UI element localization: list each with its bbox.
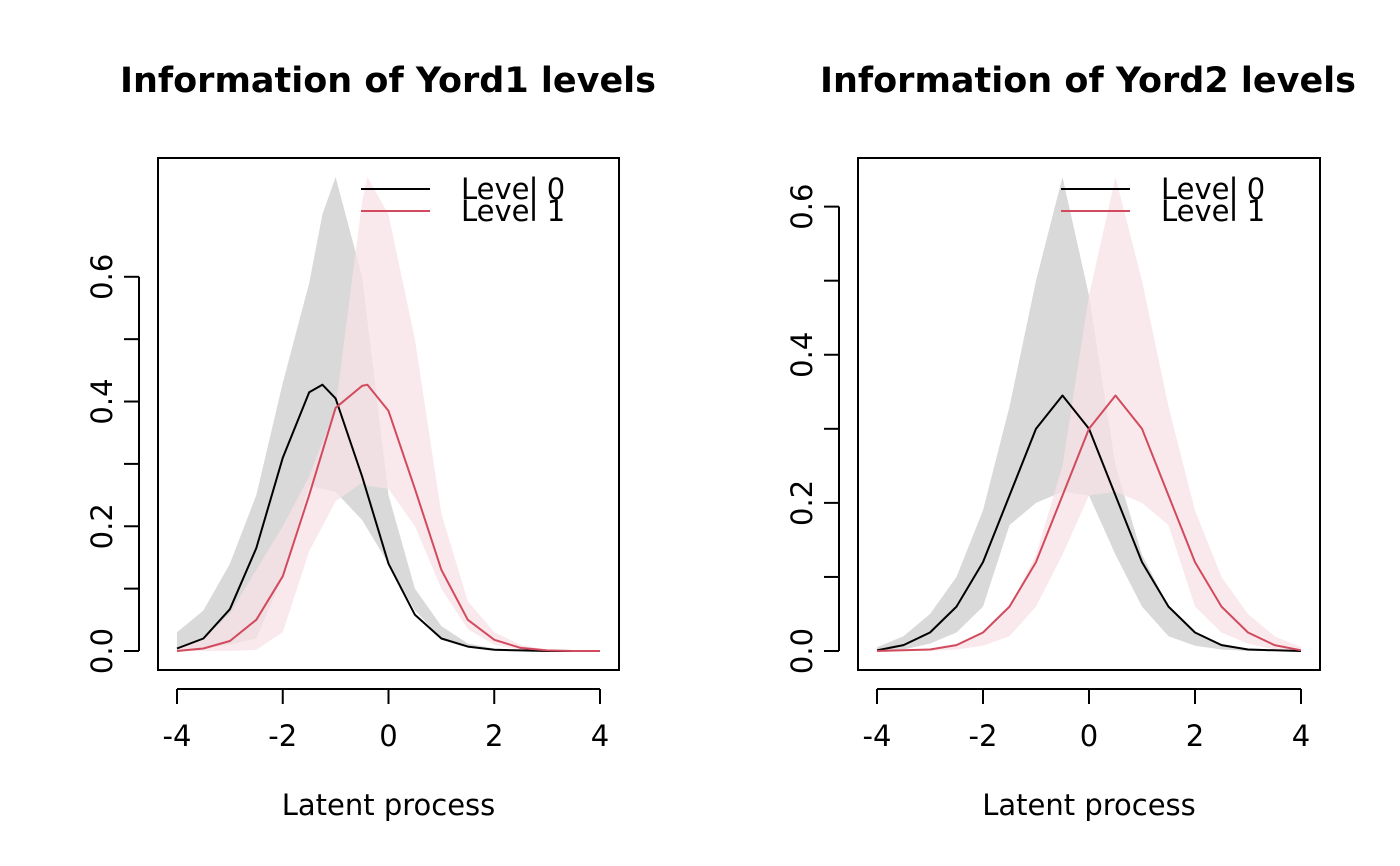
x-axis-title: Latent process <box>282 788 496 822</box>
plot-frame <box>857 157 1321 671</box>
x-axis: -4 -2 0 2 4 <box>163 688 609 753</box>
legend-label: Level 1 <box>461 194 565 228</box>
x-tick-label: 0 <box>379 719 397 753</box>
x-tick-label: -4 <box>863 719 892 753</box>
y-tick-label: 0.6 <box>785 184 819 230</box>
y-tick-label: 0.2 <box>85 503 119 549</box>
plot-frame <box>157 157 620 671</box>
series-line-level-1 <box>876 394 1302 652</box>
x-tick-label: -2 <box>268 719 297 753</box>
y-tick-label: 0.2 <box>785 480 819 526</box>
series-line-level-1 <box>176 383 600 652</box>
x-tick-label: 2 <box>1186 719 1204 753</box>
x-tick-label: 4 <box>591 719 609 753</box>
legend-label: Level 0 <box>461 172 565 206</box>
y-tick-label: 0.4 <box>85 378 119 424</box>
chart-panel-1: -4 -2 0 2 4 0.0 0.2 0.4 0.6 Information of Yord1 … <box>85 61 656 822</box>
y-axis: 0.0 0.2 0.4 0.6 <box>785 184 840 674</box>
y-tick-label: 0.0 <box>85 628 119 674</box>
y-axis: 0.0 0.2 0.4 0.6 <box>85 254 140 674</box>
plot-area <box>876 177 1302 652</box>
x-axis-title: Latent process <box>982 788 1196 822</box>
x-tick-label: 0 <box>1080 719 1098 753</box>
y-tick-label: 0.4 <box>785 332 819 378</box>
x-axis: -4 -2 0 2 4 <box>863 688 1310 753</box>
x-tick-label: -4 <box>163 719 192 753</box>
chart-title: Information of Yord2 levels <box>820 61 1356 101</box>
legend-label: Level 0 <box>1161 172 1265 206</box>
chart-panel-2: -4 -2 0 2 4 0.0 0.2 0.4 0.6 Information of Yord2 … <box>785 61 1356 822</box>
chart-title: Information of Yord1 levels <box>120 61 656 101</box>
y-tick-label: 0.6 <box>85 254 119 300</box>
x-tick-label: 4 <box>1292 719 1310 753</box>
plot-area <box>176 177 600 652</box>
confidence-band-level-1 <box>877 177 1301 651</box>
x-tick-label: -2 <box>969 719 998 753</box>
legend-label: Level 1 <box>1161 194 1265 228</box>
series-line-level-0 <box>176 383 600 652</box>
x-tick-label: 2 <box>485 719 503 753</box>
y-tick-label: 0.0 <box>785 628 819 674</box>
